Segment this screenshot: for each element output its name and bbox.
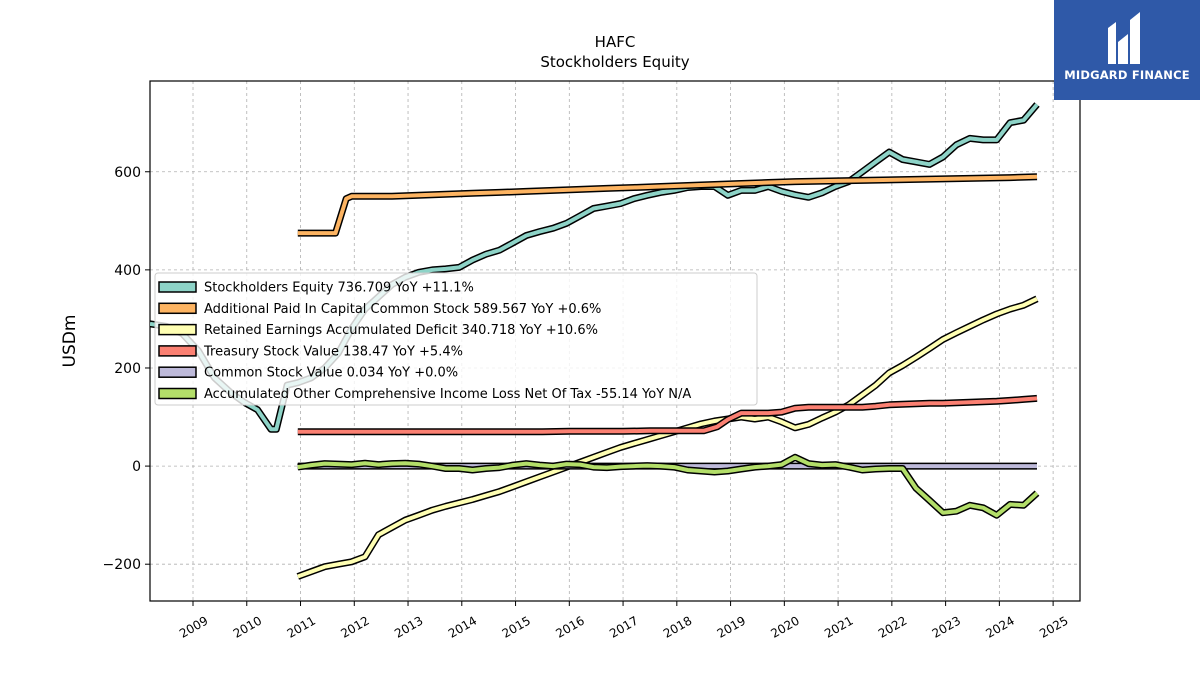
x-tick-label: 2020: [768, 613, 801, 640]
legend-frame: [154, 272, 758, 406]
y-tick-label: 600: [114, 165, 141, 181]
legend-swatch: [158, 387, 197, 400]
logo-mark-icon: [1108, 12, 1140, 64]
legend-swatch: [158, 345, 197, 357]
x-tick-label: 2010: [231, 613, 264, 640]
y-tick-label: 200: [114, 361, 141, 377]
legend-swatch: [158, 281, 197, 293]
plot-area-frame: [149, 80, 1081, 602]
x-tick-label: 2017: [607, 613, 640, 640]
y-tick-label: 0: [132, 459, 141, 475]
logo-text: MIDGARD FINANCE: [1064, 68, 1190, 82]
x-tick-label: 2023: [930, 613, 963, 640]
legend-label: Accumulated Other Comprehensive Income L…: [204, 387, 691, 402]
y-tick-label: 400: [114, 263, 141, 279]
legend-swatch: [158, 302, 197, 315]
legend-swatch: [158, 366, 197, 378]
x-tick-label: 2015: [500, 613, 533, 640]
chart-subtitle: Stockholders Equity: [540, 53, 689, 71]
legend-label: Stockholders Equity 736.709 YoY +11.1%: [204, 281, 474, 296]
series-line: [297, 174, 1038, 236]
x-tick-label: 2025: [1037, 613, 1070, 640]
legend-swatch: [158, 323, 197, 336]
legend: Stockholders Equity 736.709 YoY +11.1% Ad…: [154, 272, 758, 406]
x-tick-label: 2021: [822, 613, 855, 640]
x-tick-label: 2013: [392, 613, 425, 640]
x-tick-label: 2014: [446, 613, 479, 640]
chart-title: HAFC: [595, 33, 636, 51]
legend-label: Common Stock Value 0.034 YoY +0.0%: [204, 366, 458, 381]
y-tick-label: −200: [103, 557, 141, 573]
legend-label: Treasury Stock Value 138.47 YoY +5.4%: [203, 344, 463, 359]
x-tick-label: 2011: [285, 613, 318, 640]
series-line: [297, 396, 1038, 434]
x-tick-label: 2009: [177, 613, 210, 640]
legend-label: Additional Paid In Capital Common Stock …: [204, 302, 601, 317]
x-tick-label: 2016: [553, 613, 586, 640]
y-axis-label: USDm: [60, 315, 80, 368]
x-tick-label: 2018: [661, 613, 694, 640]
legend-label: Retained Earnings Accumulated Deficit 34…: [204, 323, 598, 338]
x-tick-label: 2012: [338, 613, 371, 640]
x-tick-label: 2022: [876, 613, 909, 640]
x-tick-label: 2019: [715, 613, 748, 640]
series-line: [297, 455, 1039, 518]
midgard-finance-logo: MIDGARD FINANCE: [1054, 0, 1200, 100]
x-tick-label: 2024: [983, 613, 1016, 640]
